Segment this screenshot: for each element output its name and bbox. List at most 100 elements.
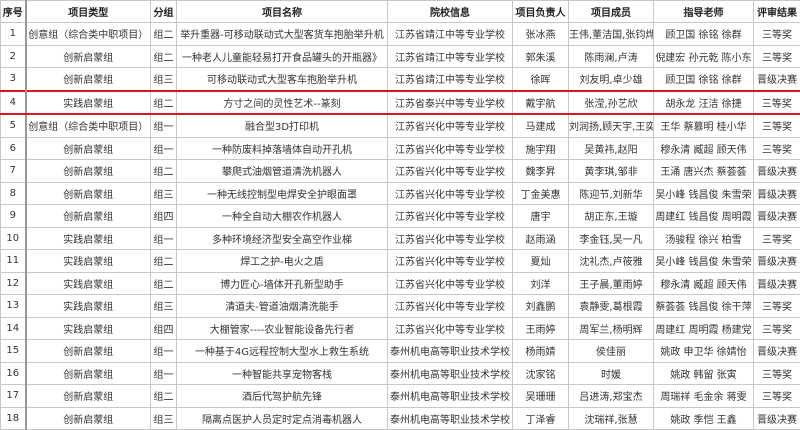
cell-index: 16 xyxy=(1,362,26,385)
cell-result: 三等奖 xyxy=(754,137,800,160)
cell-project-type: 创新启蒙组 xyxy=(26,137,151,160)
cell-advisors: 汤骏程 徐兴 柏雪 xyxy=(654,227,754,250)
cell-group: 组二 xyxy=(151,160,177,183)
cell-index: 18 xyxy=(1,407,26,430)
cell-project-name: 一种老人儿童能轻易打开食品罐头的开瓶器》 xyxy=(177,45,388,68)
cell-index: 2 xyxy=(1,45,26,68)
cell-result: 晋级决赛 xyxy=(754,68,800,91)
cell-school: 江苏省兴化中等专业学校 xyxy=(388,317,513,340)
cell-advisors: 蔡荟荟 钱昌俊 徐干萍 xyxy=(654,295,754,318)
cell-result: 三等奖 xyxy=(754,227,800,250)
cell-result: 晋级决赛 xyxy=(754,205,800,228)
cell-members: 刘友明,卓少雄 xyxy=(569,68,654,91)
header-members: 项目成员 xyxy=(569,1,654,23)
cell-advisors: 周瑞祥 毛金余 蒋雯 xyxy=(654,385,754,408)
cell-result: 三等奖 xyxy=(754,295,800,318)
cell-group: 组三 xyxy=(151,182,177,205)
cell-result: 晋级决赛 xyxy=(754,272,800,295)
cell-school: 江苏省泰兴中等专业学校 xyxy=(388,91,513,115)
cell-group: 组四 xyxy=(151,205,177,228)
cell-group: 组二 xyxy=(151,385,177,408)
cell-project-type: 创新启蒙组 xyxy=(26,160,151,183)
cell-index: 17 xyxy=(1,385,26,408)
cell-index: 3 xyxy=(1,68,26,91)
cell-index: 7 xyxy=(1,160,26,183)
cell-members: 王伟,董洁国,张钧烨 xyxy=(569,23,654,46)
cell-leader: 夏灿 xyxy=(513,250,569,273)
cell-project-name: 博力匠心-墙体开孔新型助手 xyxy=(177,272,388,295)
cell-advisors: 吴小峰 钱昌俊 朱雪荣 xyxy=(654,250,754,273)
cell-advisors: 倪建宏 孙元乾 陈小东 xyxy=(654,45,754,68)
cell-school: 江苏省兴化中等专业学校 xyxy=(388,250,513,273)
cell-members: 黄李琪,邹非 xyxy=(569,160,654,183)
cell-group: 组一 xyxy=(151,137,177,160)
cell-project-name: 多种环境经济型安全高空作业梯 xyxy=(177,227,388,250)
cell-project-name: 融合型3D打印机 xyxy=(177,114,388,137)
cell-members: 吴黄祎,赵阳 xyxy=(569,137,654,160)
cell-leader: 刘鑫鹏 xyxy=(513,295,569,318)
header-project-name: 项目名称 xyxy=(177,1,388,23)
cell-project-type: 创新启蒙组 xyxy=(26,407,151,430)
header-row: 序号项目类型分组项目名称院校信息项目负责人项目成员指导老师评审结果 xyxy=(1,1,800,23)
cell-project-type: 实践启蒙组 xyxy=(26,295,151,318)
cell-leader: 杨雨婧 xyxy=(513,340,569,363)
cell-school: 泰州机电高等职业技术学校 xyxy=(388,362,513,385)
cell-project-type: 实践启蒙组 xyxy=(26,227,151,250)
cell-index: 5 xyxy=(1,114,26,137)
cell-members: 周军兰,杨明辉 xyxy=(569,317,654,340)
cell-advisors: 胡永龙 汪洁 徐捷 xyxy=(654,91,754,115)
cell-school: 江苏省兴化中等专业学校 xyxy=(388,182,513,205)
cell-members: 袁静雯,葛根霞 xyxy=(569,295,654,318)
cell-members: 王子晨,董雨婷 xyxy=(569,272,654,295)
cell-group: 组二 xyxy=(151,250,177,273)
cell-members: 陈迎节,刘新华 xyxy=(569,182,654,205)
cell-project-name: 酒后代驾护航先锋 xyxy=(177,385,388,408)
cell-school: 江苏省兴化中等专业学校 xyxy=(388,295,513,318)
cell-school: 江苏省靖江中等专业学校 xyxy=(388,23,513,46)
cell-school: 江苏省兴化中等专业学校 xyxy=(388,272,513,295)
cell-index: 15 xyxy=(1,340,26,363)
cell-group: 组一 xyxy=(151,362,177,385)
cell-advisors: 周建红 钱昌俊 周明霞 xyxy=(654,205,754,228)
cell-index: 6 xyxy=(1,137,26,160)
cell-leader: 唐宇 xyxy=(513,205,569,228)
cell-group: 组二 xyxy=(151,91,177,115)
header-group: 分组 xyxy=(151,1,177,23)
cell-project-name: 大棚管家----农业智能设备先行者 xyxy=(177,317,388,340)
cell-project-type: 实践启蒙组 xyxy=(26,250,151,273)
cell-index: 11 xyxy=(1,250,26,273)
cell-leader: 刘洋 xyxy=(513,272,569,295)
cell-index: 1 xyxy=(1,23,26,46)
cell-members: 时媛 xyxy=(569,362,654,385)
cell-group: 组二 xyxy=(151,23,177,46)
cell-members: 张滢,孙艺欣 xyxy=(569,91,654,115)
header-school: 院校信息 xyxy=(388,1,513,23)
cell-project-name: 一种全自动大棚农作机器人 xyxy=(177,205,388,228)
cell-group: 组一 xyxy=(151,340,177,363)
cell-members: 胡正东,王璇 xyxy=(569,205,654,228)
cell-project-type: 实践启蒙组 xyxy=(26,91,151,115)
cell-project-type: 创新启蒙组 xyxy=(26,45,151,68)
cell-members: 吕进涛,郑宝杰 xyxy=(569,385,654,408)
cell-result: 三等奖 xyxy=(754,91,800,115)
cell-index: 9 xyxy=(1,205,26,228)
cell-result: 三等奖 xyxy=(754,385,800,408)
cell-project-type: 实践启蒙组 xyxy=(26,272,151,295)
header-advisors: 指导老师 xyxy=(654,1,754,23)
cell-advisors: 姚政 韩留 张寅 xyxy=(654,362,754,385)
cell-result: 三等奖 xyxy=(754,114,800,137)
header-project-type: 项目类型 xyxy=(26,1,151,23)
cell-members: 李金钰,吴一凡 xyxy=(569,227,654,250)
cell-members: 刘润扬,顾天宇,王奕 xyxy=(569,114,654,137)
